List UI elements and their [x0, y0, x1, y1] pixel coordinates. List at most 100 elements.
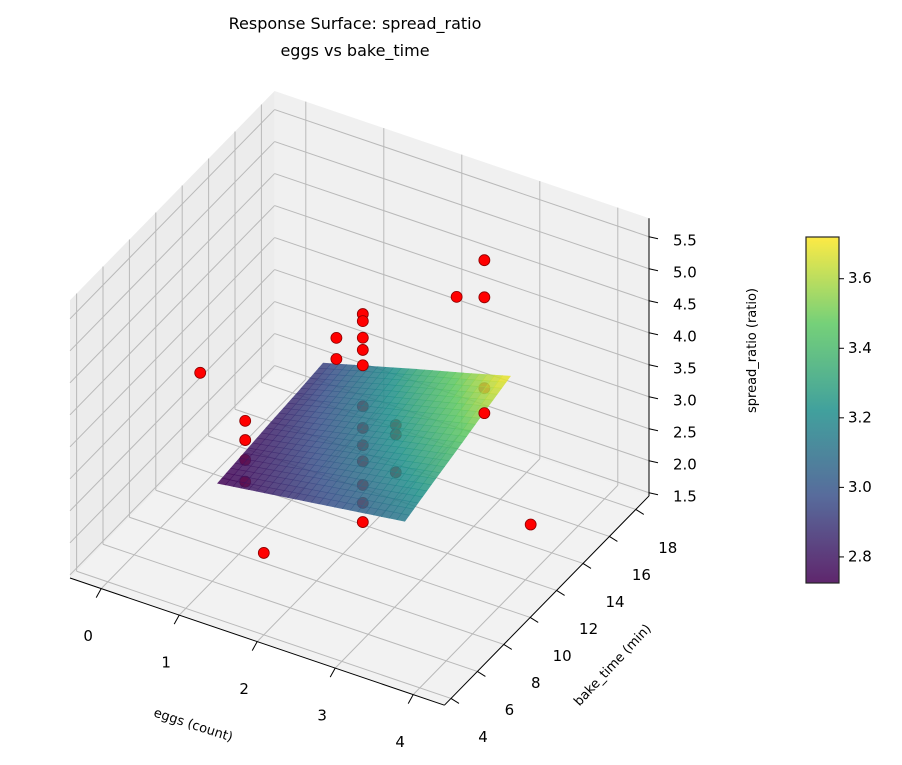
response-surface	[217, 362, 511, 522]
y-tick	[477, 671, 486, 677]
data-point	[450, 290, 463, 303]
chart-subtitle: eggs vs bake_time	[280, 41, 430, 60]
gridline-z-back	[274, 237, 650, 366]
z-axis-label: spread_ratio (ratio)	[745, 287, 761, 414]
y-tick	[529, 617, 539, 623]
colorbar: 2.8 3.0 3.2 3.4 3.6	[805, 236, 872, 584]
data-point	[524, 518, 537, 531]
data-point	[239, 434, 252, 446]
x-tick	[173, 614, 180, 625]
z-tick	[648, 492, 659, 496]
y-tick	[503, 644, 513, 650]
gridline-z-back	[274, 173, 650, 302]
data-point	[356, 315, 369, 328]
z-tick-label: 1.5	[673, 487, 697, 505]
gridline-z-left	[69, 109, 275, 320]
data-point	[356, 344, 369, 356]
gridline-z-left	[69, 173, 275, 384]
surface-patch	[396, 513, 410, 522]
data-point	[194, 366, 207, 379]
data-point	[239, 414, 252, 427]
y-tick	[635, 509, 645, 515]
z-tick-label: 3.5	[673, 359, 697, 377]
x-tick-label: 2	[239, 680, 249, 698]
x-tick-label: 3	[317, 707, 327, 725]
gridline-z-left	[69, 237, 275, 448]
gridline-y-floor	[155, 489, 531, 618]
x-tick	[95, 588, 102, 598]
gridline-z-back	[274, 205, 650, 334]
z-tick-label: 3.0	[673, 391, 697, 409]
y-tick	[450, 698, 460, 704]
z-tick	[648, 460, 659, 464]
chart-title: Response Surface: spread_ratio	[228, 14, 482, 33]
colorbar-tick-label: 3.4	[848, 339, 872, 357]
gridline-y-floor	[129, 516, 504, 645]
data-point	[478, 291, 491, 304]
data-point	[356, 516, 369, 528]
z-tick	[648, 428, 659, 432]
z-tick	[648, 332, 659, 336]
gridline-z-back	[274, 301, 650, 430]
data-point	[330, 353, 343, 365]
data-point	[478, 254, 491, 267]
y-tick	[556, 590, 565, 596]
y-tick-label: 6	[505, 701, 515, 719]
z-tick	[648, 300, 659, 304]
gridline-y-floor	[76, 570, 452, 699]
y-tick-label: 14	[605, 593, 624, 611]
data-point	[356, 331, 369, 344]
x-tick-label: 1	[161, 654, 171, 672]
z-tick-label: 2.0	[673, 455, 697, 473]
data-point	[257, 547, 270, 559]
points-front	[194, 254, 537, 559]
x-tick	[329, 667, 336, 678]
gridline-y-floor	[102, 543, 478, 672]
y-tick	[609, 536, 618, 542]
z-tick	[648, 236, 659, 240]
left-wall-pane	[70, 90, 275, 579]
data-point	[478, 407, 491, 420]
gridline-z-left	[69, 269, 275, 480]
gridline-z-back	[274, 109, 650, 238]
x-tick-label: 0	[83, 627, 93, 645]
gridline-x-floor	[334, 458, 541, 669]
y-tick-label: 16	[632, 566, 651, 584]
y-axis-line	[444, 495, 650, 706]
z-tick	[648, 364, 659, 368]
z-tick-label: 2.5	[673, 423, 697, 441]
gridline-z-left	[69, 301, 275, 512]
gridline-z-left	[69, 333, 275, 544]
z-tick-label: 5.5	[673, 231, 697, 249]
gridline-z-left	[69, 205, 275, 416]
z-tick-label: 4.0	[673, 327, 697, 345]
colorbar-tick-label: 3.0	[848, 478, 872, 496]
gridline-z-left	[69, 365, 275, 576]
x-tick	[251, 641, 258, 651]
y-tick	[582, 563, 592, 569]
gridline-z-back	[274, 269, 650, 398]
data-point	[356, 359, 369, 372]
z-tick-label: 5.0	[673, 263, 697, 281]
colorbar-tick-label: 3.6	[848, 269, 872, 287]
colorbar-gradient	[805, 236, 840, 584]
gridline-x-floor	[412, 485, 619, 695]
z-tick	[648, 268, 659, 272]
colorbar-tick-label: 3.2	[848, 408, 872, 426]
gridline-x-floor	[100, 379, 307, 589]
y-tick-label: 12	[579, 620, 598, 638]
z-tick	[648, 396, 659, 400]
y-tick-label: 8	[531, 674, 541, 692]
y-tick-label: 10	[553, 647, 572, 665]
gridline-z-left	[69, 141, 275, 352]
z-tick-label: 4.5	[673, 295, 697, 313]
colorbar-tick-label: 2.8	[848, 547, 872, 565]
gridline-z-back	[274, 141, 650, 270]
x-tick-label: 4	[395, 733, 405, 751]
y-tick-label: 4	[478, 728, 488, 746]
y-tick-label: 18	[658, 539, 677, 557]
x-tick	[407, 694, 414, 704]
data-point	[330, 331, 343, 344]
